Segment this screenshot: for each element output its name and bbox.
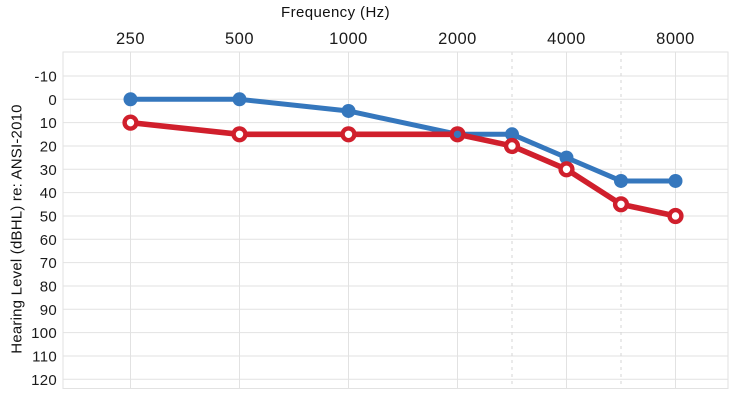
x-tick-label: 2000 (438, 30, 477, 48)
x-tick-label: 8000 (656, 30, 695, 48)
series-blue-thresholds-marker (614, 173, 628, 188)
y-tick-label: 110 (32, 348, 57, 365)
series-red-thresholds-marker (340, 126, 357, 143)
x-tick-label: 500 (225, 30, 254, 48)
y-tick-label: 100 (31, 325, 57, 342)
series-blue-thresholds-marker (232, 92, 247, 107)
series-red-thresholds-line (127, 119, 679, 219)
series-red-thresholds-marker (612, 196, 630, 213)
y-tick-label: 90 (40, 302, 57, 319)
series-blue-thresholds-line (128, 96, 678, 184)
series-red-thresholds-marker (122, 114, 139, 131)
series-red-thresholds-marker (503, 137, 521, 155)
series-red-thresholds-marker (558, 161, 575, 178)
y-tick-label: -10 (34, 68, 57, 85)
y-tick-label: 120 (31, 372, 57, 389)
series-blue-thresholds-marker (668, 173, 683, 188)
series-blue-thresholds-marker (559, 150, 574, 165)
x-tick-label: 1000 (329, 30, 368, 48)
plot-border (62, 51, 729, 389)
series-blue-thresholds-marker (505, 127, 519, 142)
y-tick-label: 40 (40, 185, 57, 202)
y-tick-label: 10 (40, 115, 57, 132)
x-axis-title: Frequency (Hz) (281, 4, 390, 21)
x-tick-label: 4000 (547, 30, 586, 48)
x-tick-label: 250 (116, 30, 145, 48)
series-red-thresholds-marker (231, 126, 248, 143)
y-tick-label: 50 (40, 208, 57, 225)
y-tick-label: 70 (40, 255, 57, 272)
y-tick-label: 0 (48, 92, 57, 109)
series-blue-thresholds-marker (123, 92, 138, 107)
series-red-thresholds-marker (449, 126, 466, 143)
series-red-thresholds-marker (667, 207, 684, 225)
y-tick-label: 80 (40, 278, 57, 295)
y-tick-label: 20 (40, 138, 57, 155)
y-tick-label: 60 (40, 232, 57, 249)
series-blue-thresholds-marker (341, 103, 356, 118)
y-tick-label: 30 (40, 162, 57, 179)
